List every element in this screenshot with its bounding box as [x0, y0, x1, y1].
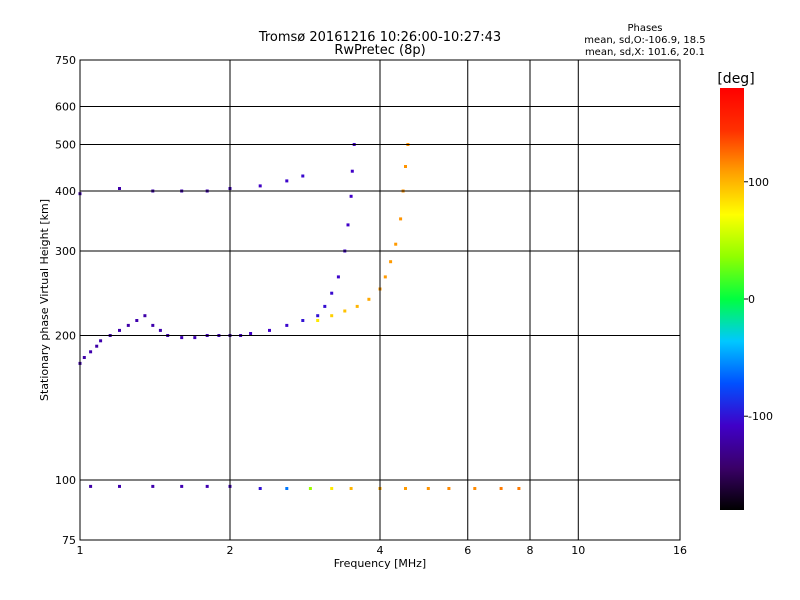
x-tick-label: 10: [571, 544, 585, 557]
y-tick-label: 200: [55, 330, 76, 343]
data-point: [158, 328, 162, 332]
data-point: [404, 487, 407, 490]
data-point: [323, 304, 327, 308]
x-tick-label: 2: [227, 544, 234, 557]
data-point: [151, 323, 155, 327]
data-point: [301, 319, 305, 322]
data-point: [285, 323, 289, 327]
colorbar: 100 0 -100: [720, 88, 773, 510]
data-point: [285, 487, 289, 490]
chart-title: Tromsø 20161216 10:26:00-10:27:43: [258, 30, 501, 45]
data-point: [180, 484, 184, 488]
data-point: [301, 174, 305, 178]
x-tick-label: 1: [77, 544, 84, 557]
stats-title: Phases: [627, 23, 662, 34]
data-point: [343, 309, 347, 313]
data-point: [426, 487, 430, 490]
x-tick-label: 6: [464, 544, 471, 557]
data-point: [193, 336, 197, 340]
data-point: [308, 487, 312, 490]
y-tick-label: 600: [55, 101, 76, 114]
data-point: [143, 314, 147, 318]
data-point: [447, 487, 451, 490]
data-point: [82, 356, 86, 359]
stats-line-o: mean, sd,O:-106.9, 18.5: [584, 35, 705, 46]
data-point: [118, 187, 121, 190]
data-point: [316, 314, 320, 318]
data-point: [249, 332, 253, 335]
y-tick-label: 100: [55, 474, 76, 487]
data-point: [126, 323, 130, 327]
data-point: [285, 179, 289, 183]
colorbar-label: [deg]: [717, 71, 754, 87]
data-point: [95, 344, 99, 348]
data-point: [118, 484, 121, 488]
stats-line-x: mean, sd,X: 101.6, 20.1: [585, 47, 705, 58]
data-point: [355, 304, 359, 308]
data-point: [349, 194, 353, 198]
data-point: [99, 339, 103, 343]
colorbar-tick-label: 100: [748, 176, 769, 189]
y-axis-label: Stationary phase Virtual Height [km]: [38, 199, 51, 401]
data-point: [349, 487, 353, 490]
data-point: [180, 336, 184, 340]
data-point: [336, 275, 340, 279]
data-point: [330, 314, 334, 318]
data-point: [89, 350, 93, 354]
colorbar-gradient: [720, 88, 744, 510]
x-tick-label: 16: [673, 544, 687, 557]
data-point: [205, 484, 209, 488]
chart-subtitle: RwPretec (8p): [334, 43, 425, 58]
data-point: [151, 484, 155, 488]
x-axis-label: Frequency [MHz]: [334, 557, 426, 570]
data-point: [346, 223, 350, 227]
data-point: [135, 319, 139, 322]
y-tick-label: 750: [55, 54, 76, 67]
data-point: [394, 242, 398, 246]
data-point: [268, 328, 271, 332]
data-point: [89, 484, 93, 488]
data-point: [258, 487, 262, 490]
y-tick-label: 75: [62, 534, 76, 547]
y-tick-label: 300: [55, 245, 76, 258]
colorbar-tick-label: -100: [748, 410, 773, 423]
colorbar-tick-label: 0: [748, 293, 755, 306]
grid: [80, 60, 680, 540]
y-tick-label: 400: [55, 185, 76, 198]
data-point: [399, 217, 403, 221]
data-point: [330, 291, 334, 295]
data-point: [517, 487, 521, 490]
x-tick-label: 4: [377, 544, 384, 557]
scatter-points: [78, 143, 521, 490]
data-point: [499, 487, 503, 490]
axes: 1 2 4 6 8 10 16 75 100 200 300 400 500 600 750: [55, 54, 687, 557]
data-point: [473, 487, 477, 490]
x-tick-label: 8: [527, 544, 534, 557]
data-point: [389, 260, 393, 264]
plot-frame: [79, 59, 681, 541]
data-point: [330, 487, 334, 490]
data-point: [404, 165, 407, 168]
data-point: [350, 169, 354, 173]
data-point: [316, 319, 320, 322]
data-point: [118, 328, 121, 332]
data-point: [258, 184, 262, 188]
data-point: [383, 275, 387, 279]
data-point: [367, 297, 371, 301]
y-tick-label: 500: [55, 139, 76, 152]
